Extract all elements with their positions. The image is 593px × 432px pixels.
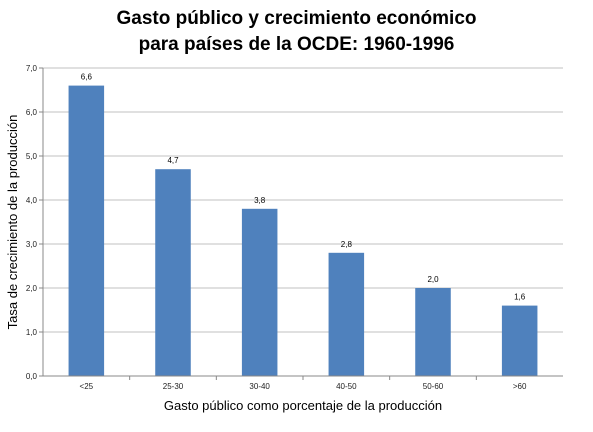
data-labels: 6,6 4,7 3,8 2,8 2,0 1,6 <box>81 73 526 302</box>
bar <box>501 305 538 376</box>
bar <box>155 169 191 376</box>
y-tick-label: 5,0 <box>26 152 38 161</box>
x-tick-label: >60 <box>513 382 527 391</box>
x-tick-label: <25 <box>80 382 94 391</box>
x-tick-label: 50-60 <box>423 382 444 391</box>
chart-title: Gasto público y crecimiento económico pa… <box>0 6 593 58</box>
y-tick-label: 6,0 <box>26 108 38 117</box>
data-label: 3,8 <box>254 196 266 205</box>
data-label: 4,7 <box>167 156 179 165</box>
data-label: 6,6 <box>81 73 93 82</box>
y-tick-label: 2,0 <box>26 284 38 293</box>
y-tick-label: 1,0 <box>26 328 38 337</box>
bar <box>68 85 105 376</box>
bar <box>415 288 451 376</box>
data-label: 1,6 <box>514 293 526 302</box>
y-tick-label: 3,0 <box>26 240 38 249</box>
y-axis-title: Tasa de crecimiento de la producción <box>5 115 20 330</box>
x-axis-title: Gasto público como porcentaje de la prod… <box>164 398 442 413</box>
x-tick-label: 30-40 <box>249 382 270 391</box>
chart-title-line-1: Gasto público y crecimiento económico <box>116 8 477 29</box>
chart-title-line-2: para países de la OCDE: 1960-1996 <box>138 34 455 55</box>
bars <box>68 85 538 376</box>
data-label: 2,8 <box>341 240 353 249</box>
gridlines <box>43 67 563 333</box>
bar <box>328 252 365 376</box>
x-axis-ticks: <25 25-30 30-40 40-50 50-60 >60 <box>80 376 527 391</box>
y-axis-ticks: 0,0 1,0 2,0 3,0 4,0 5,0 6,0 7,0 <box>26 64 43 381</box>
data-label: 2,0 <box>427 275 439 284</box>
y-tick-label: 4,0 <box>26 196 38 205</box>
y-tick-label: 0,0 <box>26 372 38 381</box>
y-tick-label: 7,0 <box>26 64 38 73</box>
x-tick-label: 25-30 <box>163 382 184 391</box>
x-tick-label: 40-50 <box>336 382 357 391</box>
bar <box>241 208 278 376</box>
